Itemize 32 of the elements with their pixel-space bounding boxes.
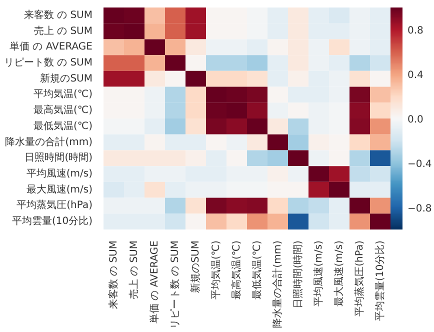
y-tick-label: 新規のSUM [40, 72, 92, 84]
x-tick-label: 日照時間(時間) [292, 240, 304, 308]
y-tick-label: 平均雲量(10分比) [12, 215, 93, 228]
x-tick-label: 単価 の AVERAGE [149, 240, 160, 324]
x-tick-label: 最大風速(m/s) [332, 240, 345, 307]
y-tick-label: 最高気温(℃) [33, 104, 93, 116]
x-tick-label: 降水量の合計(mm) [271, 240, 284, 328]
x-tick-label: 最低気温(℃) [250, 240, 263, 300]
x-tick-label: 平均雲量(10分比) [374, 240, 386, 322]
y-tick-label: 来客数 の SUM [24, 8, 93, 21]
y-tick-label: リピート数 の SUM [4, 58, 93, 68]
x-tick-label: 最高気温(℃) [230, 240, 242, 300]
y-tick-label: 最大風速(m/s) [26, 183, 93, 196]
y-tick-label: 平均気温(℃) [33, 88, 93, 100]
x-tick-label: リピート数 の SUM [170, 240, 181, 330]
y-tick-label: 平均風速(m/s) [26, 168, 93, 180]
y-tick-label: 降水量の合計(mm) [5, 136, 93, 148]
y-tick-label: 最低気温(℃) [33, 120, 93, 132]
y-tick-label: 日照時間(時間) [24, 152, 93, 164]
y-tick-label: 売上 の SUM [34, 24, 93, 37]
x-tick-label: 新規のSUM [189, 240, 202, 293]
y-tick-label: 単価 の AVERAGE [10, 42, 93, 53]
color-bar-label: −0.8 [408, 203, 432, 214]
x-tick-label: 平均気温(℃) [210, 240, 222, 300]
x-tick-label: 売上 の SUM [128, 240, 140, 300]
color-bar-label: 0.8 [408, 26, 424, 37]
x-tick-label: 平均風速(m/s) [312, 240, 324, 307]
x-tick-label: 平均蒸気圧(hPa) [353, 240, 366, 316]
color-bar-label: 0.0 [408, 114, 424, 126]
color-bar-label: −0.4 [408, 158, 432, 170]
y-tick-label: 平均蒸気圧(hPa) [16, 199, 93, 212]
color-bar-label: 0.4 [408, 70, 424, 82]
